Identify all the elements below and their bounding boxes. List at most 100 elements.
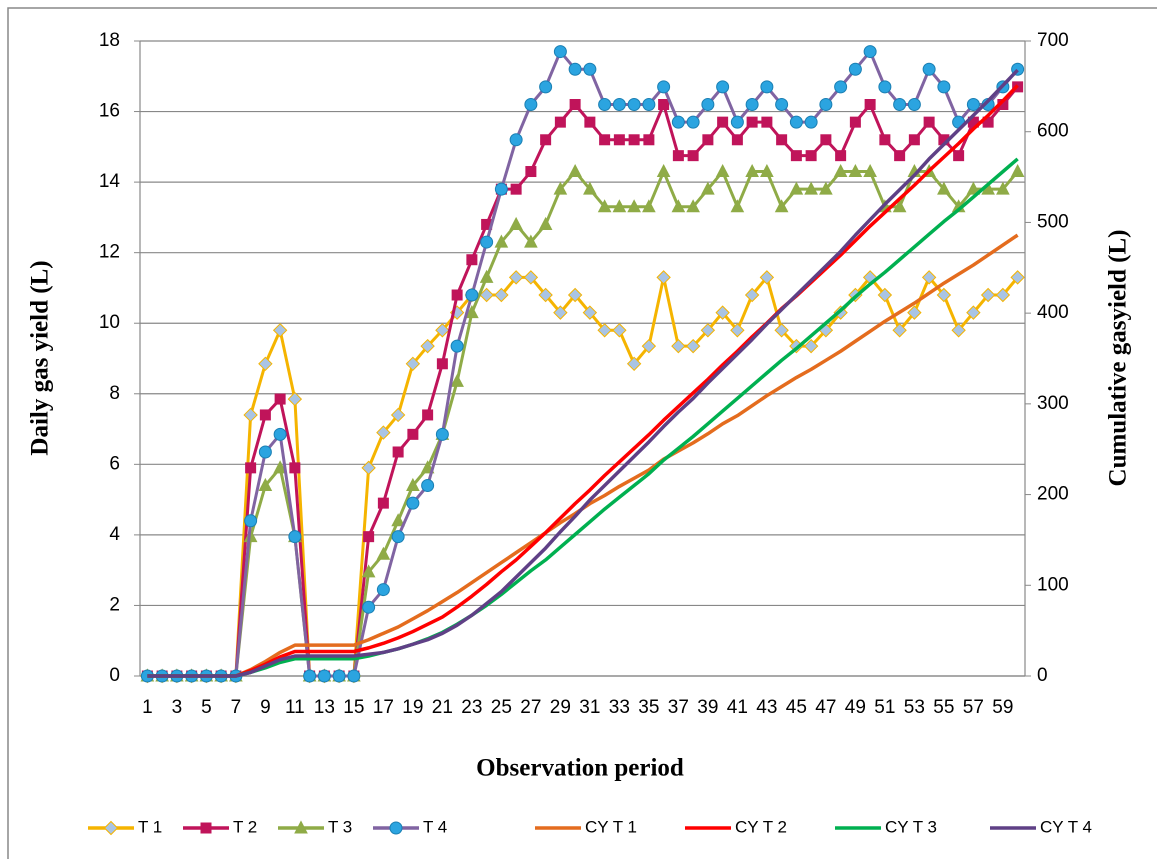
y-tick-label: 10 [99,312,120,333]
legend-label: CY T 3 [885,817,937,836]
marker [103,820,119,836]
marker [686,115,700,129]
marker [435,427,449,441]
marker [892,323,907,338]
marker [833,163,848,178]
marker [849,116,861,128]
marker [494,287,509,303]
marker [274,393,286,405]
marker [568,163,582,178]
marker [966,98,980,111]
marker [524,98,538,111]
marker [466,254,478,266]
marker [951,323,966,338]
marker [289,462,301,474]
marker [789,181,804,195]
marker [450,373,464,387]
marker [819,181,833,195]
marker [538,287,553,303]
marker [287,391,303,407]
marker [863,163,877,178]
y-tick-label: 14 [99,171,121,192]
marker [878,80,892,94]
marker [479,287,494,303]
marker [420,338,435,354]
x-tick-label: 5 [201,697,212,718]
marker [567,287,583,303]
marker [671,199,686,213]
marker [936,287,952,303]
y2-axis-title: Cumulative gasyield (L) [1105,230,1132,487]
marker [553,305,568,320]
marker [658,99,670,110]
x-tick-label: 39 [697,697,718,718]
y2-tick-label: 400 [1037,302,1069,323]
marker [627,98,641,111]
marker [244,514,258,528]
marker [258,356,273,371]
marker [376,546,391,560]
marker [599,134,611,146]
y-tick-label: 12 [99,242,120,263]
marker [642,199,656,213]
y2-tick-label: 100 [1037,574,1069,595]
marker [465,288,479,302]
marker [953,150,965,162]
x-tick-label: 33 [609,697,630,718]
marker [995,287,1011,303]
x-tick-label: 41 [727,697,748,718]
marker [863,45,877,59]
marker [894,150,906,162]
marker [907,305,922,320]
marker [553,181,568,195]
x-tick-label: 35 [638,697,659,718]
marker [479,269,494,283]
x-tick-label: 57 [963,697,984,718]
marker [805,150,817,162]
marker [761,116,773,128]
marker [730,115,744,129]
marker [494,234,509,248]
marker [597,323,612,338]
marker [701,98,715,111]
marker [731,134,743,146]
x-tick-label: 29 [550,697,571,718]
x-tick-label: 15 [343,697,364,718]
marker [200,822,212,834]
marker [671,115,685,129]
series-line [147,85,1019,678]
marker [258,477,273,491]
marker [687,150,699,162]
marker [451,289,463,301]
y-tick-label: 4 [109,524,120,545]
marker [553,45,567,59]
marker [907,98,921,111]
marker [804,115,818,129]
x-tick-label: 11 [285,697,305,718]
marker [613,134,625,146]
marker [745,163,759,178]
marker [494,182,508,196]
y2-tick-label: 0 [1037,665,1048,686]
marker [923,116,935,128]
marker [582,305,598,320]
marker [523,270,539,285]
marker [422,409,434,421]
marker [406,496,420,510]
x-tick-label: 47 [815,697,836,718]
marker [834,80,848,94]
legend-label: T 3 [328,817,352,836]
marker [243,407,258,423]
marker [612,323,627,338]
marker [538,216,553,230]
x-tick-label: 25 [491,697,512,718]
marker [716,80,730,94]
marker [643,134,655,146]
y-tick-label: 8 [109,383,120,404]
marker [376,425,391,440]
marker [848,62,862,76]
y-tick-label: 2 [109,594,120,615]
y2-tick-label: 600 [1037,121,1069,142]
legend-label: T 1 [138,817,162,836]
legend-label: T 4 [423,817,447,836]
